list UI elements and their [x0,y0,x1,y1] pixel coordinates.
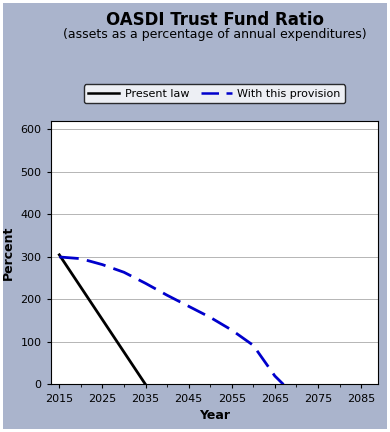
X-axis label: Year: Year [199,409,230,422]
Text: OASDI Trust Fund Ratio: OASDI Trust Fund Ratio [106,11,323,29]
Text: (assets as a percentage of annual expenditures): (assets as a percentage of annual expend… [63,28,366,41]
Legend: Present law, With this provision: Present law, With this provision [84,84,345,103]
Y-axis label: Percent: Percent [2,226,15,280]
